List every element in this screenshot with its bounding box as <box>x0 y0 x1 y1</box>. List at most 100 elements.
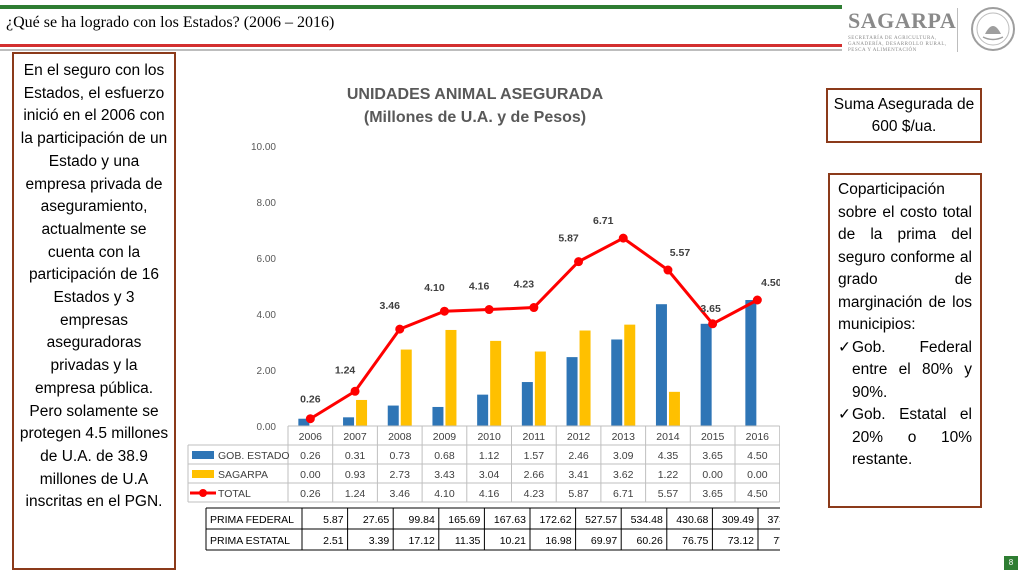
table-cell: 3.04 <box>479 469 500 481</box>
total-data-label: 5.57 <box>670 247 691 259</box>
table-cell: 4.23 <box>524 488 545 500</box>
total-point <box>529 303 539 313</box>
chart-subtitle: (Millones de U.A. y de Pesos) <box>363 109 587 126</box>
legend-label: TOTAL <box>218 488 251 500</box>
prima-cell: 10.21 <box>500 535 526 547</box>
bar-sagarpa <box>534 351 546 426</box>
prima-cell: 172.62 <box>539 514 571 526</box>
table-cell: 0.26 <box>300 488 321 500</box>
table-cell: 5.87 <box>568 488 589 500</box>
table-cell: 2.73 <box>390 469 411 481</box>
coparticipation-item-text: Gob. Federal entre el 80% y 90%. <box>852 338 972 401</box>
bar-sagarpa <box>624 324 636 426</box>
prima-cell: 527.57 <box>585 514 617 526</box>
prima-row-label: PRIMA FEDERAL <box>210 514 294 526</box>
table-cell: 4.10 <box>434 488 455 500</box>
checkmark-icon: ✓ <box>838 406 851 423</box>
intro-text: En el seguro con los Estados, el esfuerz… <box>19 62 169 511</box>
prima-cell: 167.63 <box>494 514 526 526</box>
bar-gob-estado <box>343 417 355 426</box>
prima-row-label: PRIMA ESTATAL <box>210 535 290 547</box>
x-category-label: 2008 <box>388 431 412 443</box>
prima-cell: 27.65 <box>363 514 389 526</box>
prima-cell: 2.51 <box>323 535 344 547</box>
x-category-label: 2010 <box>477 431 501 443</box>
table-cell: 4.16 <box>479 488 500 500</box>
table-cell: 3.09 <box>613 450 634 462</box>
bar-sagarpa <box>490 340 502 426</box>
insured-units-chart: 0.00 2.00 4.00 6.00 8.00 10.00 0.26 1.24 3.46 4.1… <box>187 142 780 551</box>
y-tick-label: 10.00 <box>251 142 276 153</box>
y-tick-label: 2.00 <box>257 366 277 377</box>
total-point <box>439 306 449 316</box>
table-cell: 2.46 <box>568 450 589 462</box>
table-cell: 0.00 <box>747 469 768 481</box>
x-category-label: 2007 <box>343 431 367 443</box>
prima-cell: 73.12 <box>728 535 754 547</box>
legend-key <box>192 470 214 478</box>
table-cell: 0.31 <box>345 450 366 462</box>
legend-label: SAGARPA <box>218 469 268 481</box>
page-title: ¿Qué se ha logrado con los Estados? (200… <box>6 14 335 31</box>
total-point <box>708 319 718 329</box>
total-point <box>663 265 673 275</box>
bar-gob-estado <box>387 405 399 426</box>
legend-key <box>199 489 207 497</box>
national-seal-icon <box>971 7 1015 51</box>
prima-cell: 11.35 <box>455 535 481 547</box>
bar-gob-estado <box>700 323 712 426</box>
bar-sagarpa <box>668 391 680 426</box>
prima-cell: 309.49 <box>722 514 754 526</box>
table-cell: 3.46 <box>390 488 411 500</box>
prima-cell: 3.39 <box>369 535 390 547</box>
x-category-label: 2006 <box>299 431 323 443</box>
table-cell: 1.24 <box>345 488 366 500</box>
table-cell: 1.22 <box>658 469 679 481</box>
total-data-label: 6.71 <box>593 215 614 227</box>
bar-gob-estado <box>298 418 310 426</box>
table-cell: 4.35 <box>658 450 679 462</box>
bar-gob-estado <box>745 300 757 426</box>
table-cell: 5.57 <box>658 488 679 500</box>
bar-gob-estado <box>432 406 444 426</box>
total-data-label: 4.23 <box>514 279 535 291</box>
bar-gob-estado <box>477 394 489 426</box>
logo-subtitle-line: Secretaría de Agricultura, <box>848 36 937 41</box>
y-tick-label: 6.00 <box>257 254 277 265</box>
table-cell: 4.50 <box>747 488 768 500</box>
x-category-label: 2015 <box>701 431 725 443</box>
table-cell: 3.62 <box>613 469 634 481</box>
x-category-label: 2012 <box>567 431 591 443</box>
total-data-label: 4.16 <box>469 281 490 293</box>
table-cell: 2.66 <box>524 469 545 481</box>
bar-gob-estado <box>611 339 623 426</box>
prima-cell: 60.26 <box>637 535 663 547</box>
table-cell: 0.26 <box>300 450 321 462</box>
coparticipation-item: ✓ Gob. Federal entre el 80% y 90%. <box>838 337 972 405</box>
x-category-label: 2009 <box>433 431 457 443</box>
coparticipation-intro: Coparticipación sobre el costo total de … <box>838 181 972 333</box>
x-category-label: 2016 <box>746 431 770 443</box>
total-data-label: 1.24 <box>335 364 356 376</box>
logo-subtitle-line: Ganadería, Desarrollo Rural, <box>848 42 947 47</box>
coparticipation-item: ✓ Gob. Estatal el 20% o 10% restante. <box>838 404 972 472</box>
table-cell: 3.65 <box>702 450 723 462</box>
bar-gob-estado <box>521 382 533 426</box>
table-cell: 3.41 <box>568 469 589 481</box>
total-data-label: 3.65 <box>700 303 721 315</box>
y-tick-label: 0.00 <box>257 422 277 433</box>
prima-cell: 16.98 <box>545 535 571 547</box>
coparticipation-item-text: Gob. Estatal el 20% o 10% restante. <box>852 406 972 468</box>
logo-subtitle: Secretaría de Agricultura, Ganadería, De… <box>848 36 948 54</box>
insured-sum-text: Suma Asegurada de 600 $/ua. <box>833 96 975 135</box>
bar-gob-estado <box>655 304 667 426</box>
chart-title: UNIDADES ANIMAL ASEGURADA <box>346 86 604 103</box>
total-point <box>574 257 584 267</box>
logo-name: SAGARPA <box>848 8 957 33</box>
prima-cell: 99.84 <box>409 514 435 526</box>
sagarpa-logo: SAGARPA Secretaría de Agricultura, Ganad… <box>848 8 957 56</box>
bar-sagarpa <box>400 349 412 426</box>
table-cell: 0.68 <box>434 450 455 462</box>
table-cell: 4.50 <box>747 450 768 462</box>
prima-cell: 69.97 <box>591 535 617 547</box>
